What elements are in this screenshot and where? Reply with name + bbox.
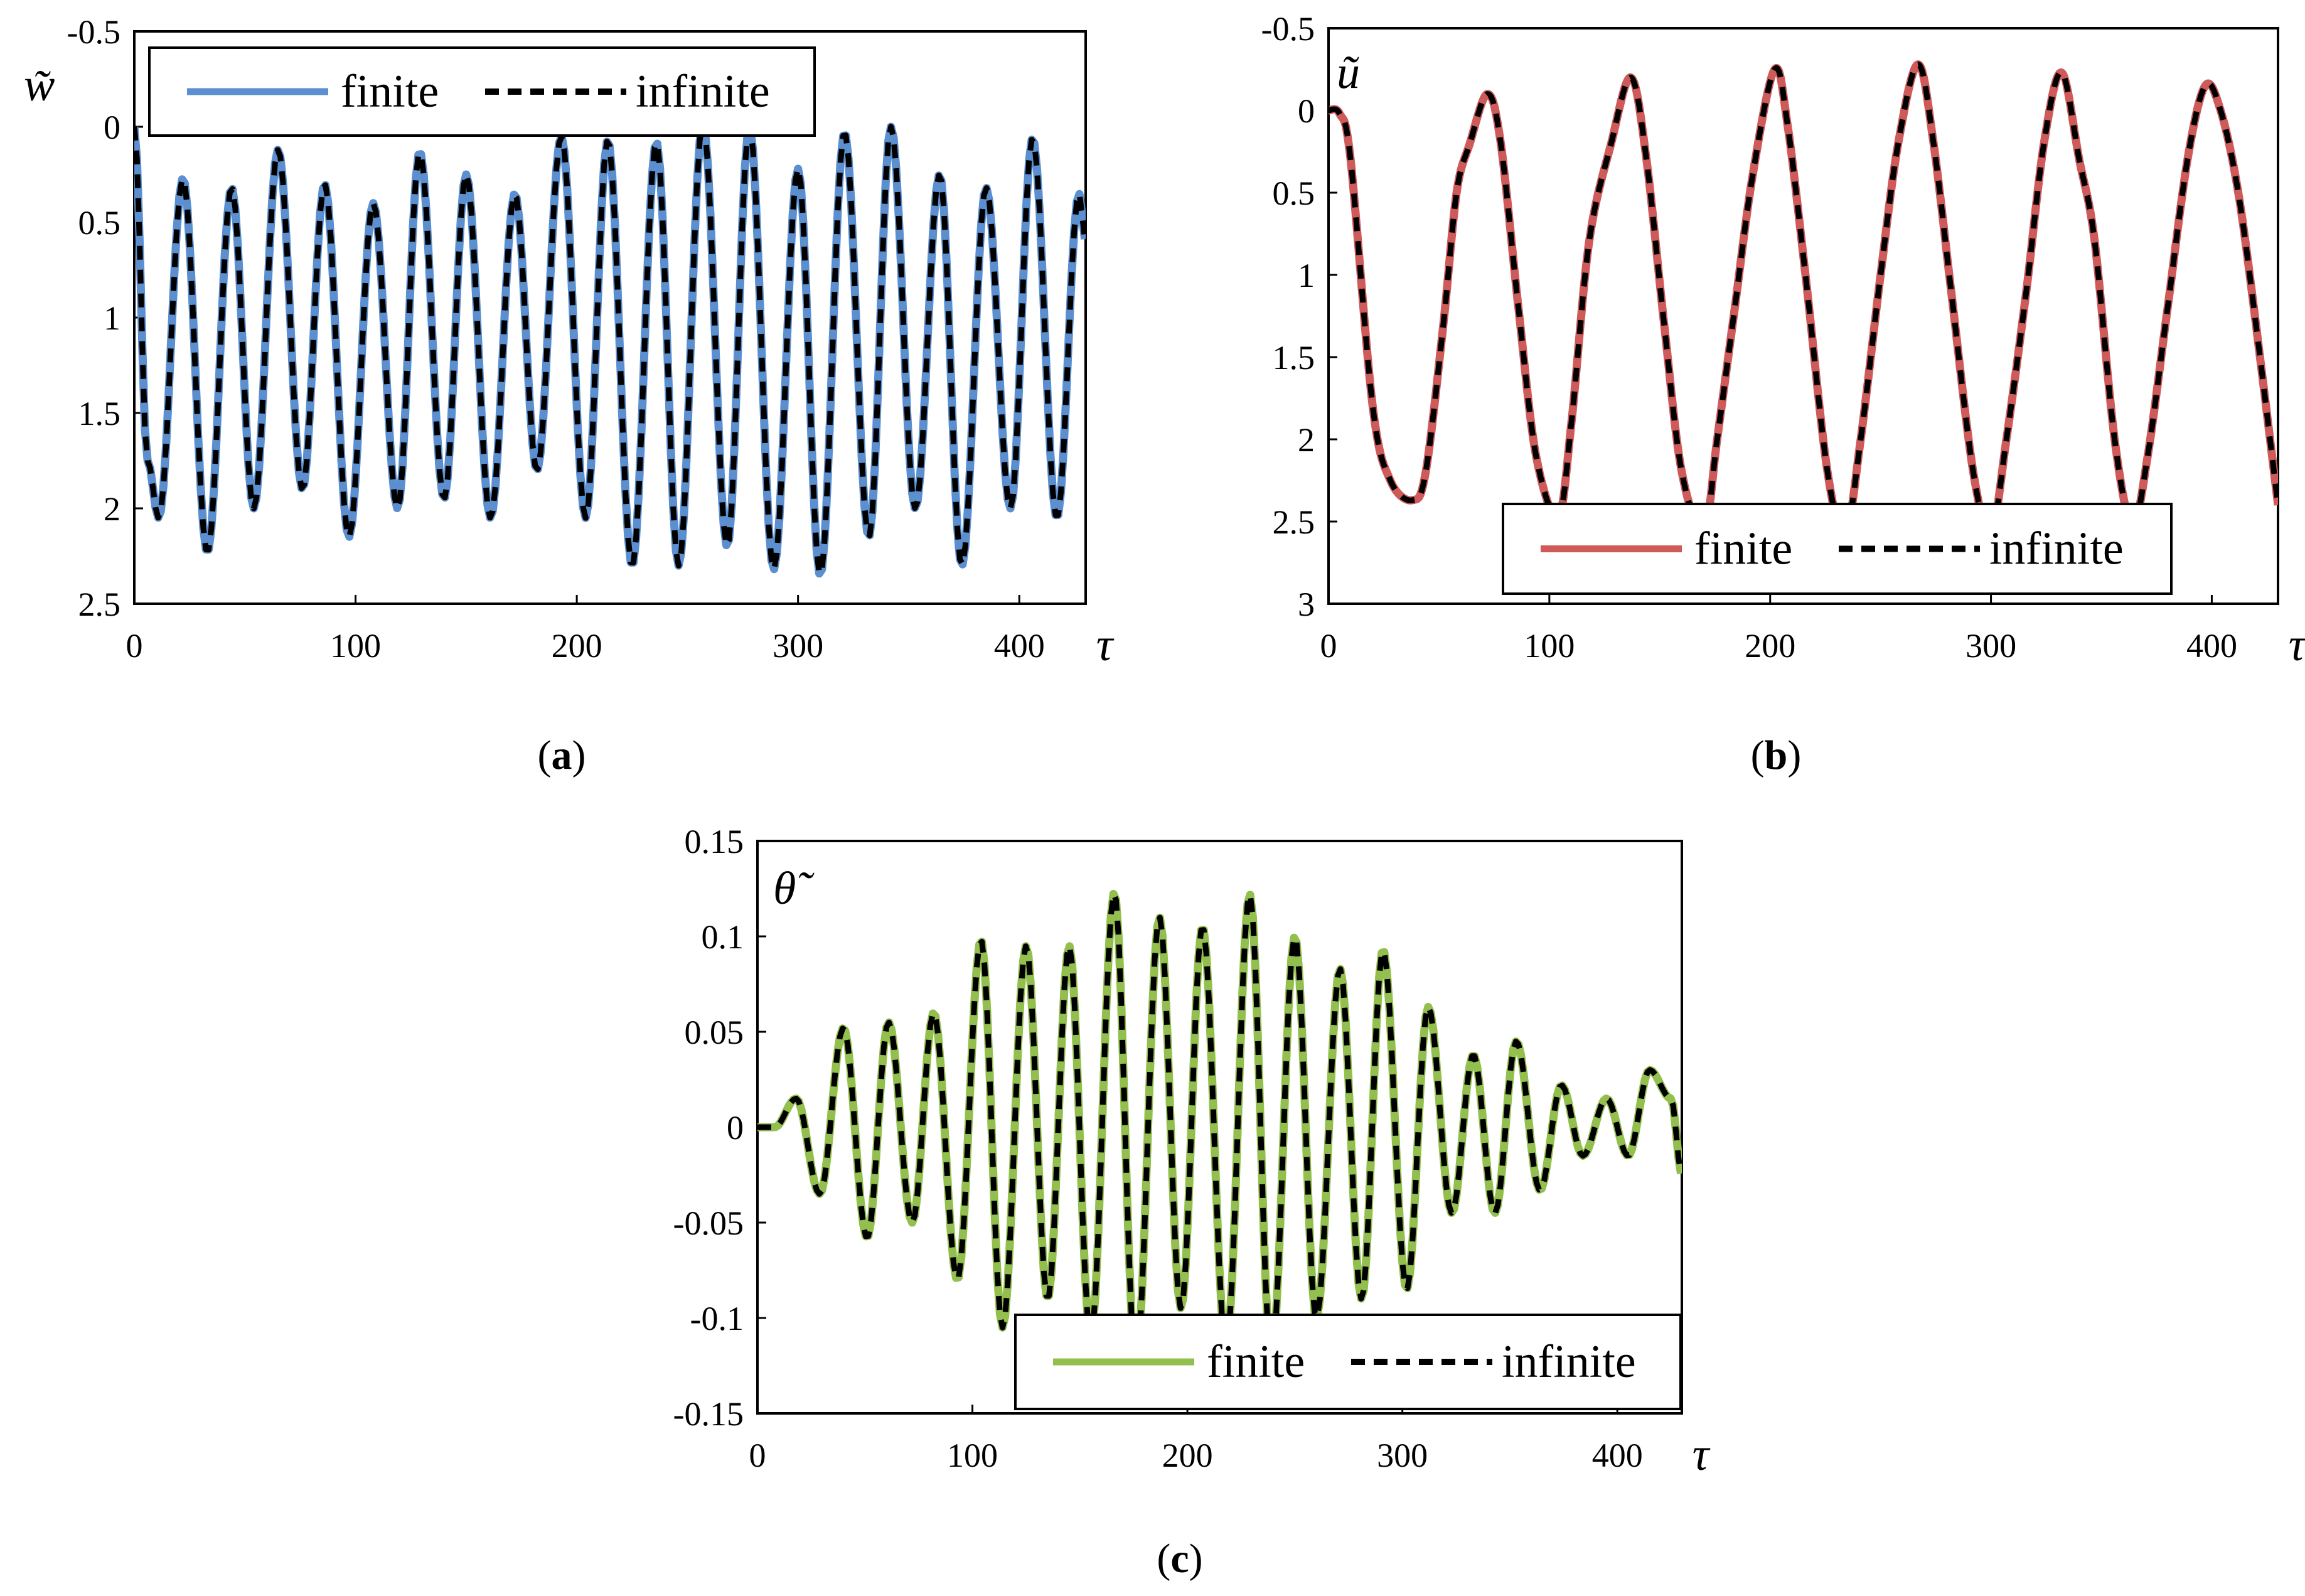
- x-tick-label: 400: [994, 627, 1045, 665]
- y-tick-label: 0: [104, 109, 120, 146]
- legend-infinite-label: infinite: [636, 66, 770, 117]
- y-tick-label: 2.5: [1273, 503, 1315, 541]
- x-tick-label: 0: [1320, 627, 1337, 665]
- panel-caption: (c): [1157, 1536, 1202, 1582]
- y-axis-label: ũ: [1337, 47, 1360, 99]
- y-tick-label: -0.15: [673, 1395, 744, 1433]
- legend-infinite-label: infinite: [1989, 523, 2124, 575]
- x-tick-label: 300: [1377, 1437, 1428, 1474]
- legend-finite-label: finite: [1207, 1336, 1305, 1388]
- x-axis-label: τ: [1096, 619, 1115, 671]
- y-tick-label: 2: [104, 490, 120, 528]
- x-tick-label: 200: [552, 627, 602, 665]
- x-tick-label: 400: [2186, 627, 2237, 665]
- series-infinite-line: [1329, 62, 2278, 537]
- y-tick-label: 0: [727, 1109, 744, 1147]
- y-axis-label: w̃: [24, 60, 55, 111]
- legend-infinite-label: infinite: [1502, 1336, 1636, 1388]
- x-axis-label: τ: [2289, 619, 2305, 671]
- x-tick-label: 100: [1524, 627, 1575, 665]
- y-tick-label: 1: [1298, 257, 1315, 294]
- x-tick-label: 0: [749, 1437, 766, 1474]
- y-tick-label: 1.5: [78, 395, 121, 432]
- x-tick-label: 300: [1965, 627, 2016, 665]
- x-tick-label: 0: [126, 627, 143, 665]
- y-tick-label: 0.5: [78, 204, 121, 242]
- y-tick-label: 0.05: [685, 1014, 744, 1051]
- panel-c-chart: 0.150.10.050-0.05-0.1-0.150 100 200 300 400 τ…: [673, 823, 1711, 1582]
- series-infinite-line: [757, 891, 1682, 1364]
- x-tick-label: 300: [773, 627, 823, 665]
- panel-a-chart: -0.500.511.522.50 100 200 300 400 τw̃ finite in…: [24, 13, 1115, 778]
- x-tick-label: 100: [330, 627, 381, 665]
- y-tick-label: 0.1: [702, 918, 744, 956]
- y-tick-label: 1: [104, 299, 120, 337]
- legend-finite-label: finite: [1694, 523, 1792, 575]
- x-tick-label: 200: [1745, 627, 1795, 665]
- x-tick-label: 400: [1592, 1437, 1643, 1474]
- legend-finite-label: finite: [341, 66, 439, 117]
- y-tick-label: 0.5: [1273, 174, 1315, 212]
- y-tick-label: -0.1: [690, 1300, 744, 1337]
- y-tick-label: 3: [1298, 586, 1315, 623]
- y-tick-label: 0: [1298, 92, 1315, 130]
- panel-caption: (a): [538, 732, 586, 778]
- y-tick-label: 2: [1298, 421, 1315, 459]
- x-axis-label: τ: [1693, 1429, 1711, 1481]
- series-infinite-line: [134, 121, 1086, 577]
- y-tick-label: 2.5: [78, 586, 121, 623]
- y-tick-label: -0.5: [67, 13, 120, 51]
- y-tick-label: 1.5: [1273, 339, 1315, 377]
- x-tick-label: 100: [947, 1437, 998, 1474]
- x-tick-label: 200: [1162, 1437, 1213, 1474]
- y-tick-label: 0.15: [685, 823, 744, 860]
- panel-caption: (b): [1751, 732, 1802, 778]
- y-tick-label: -0.05: [673, 1204, 744, 1242]
- y-tick-label: -0.5: [1261, 10, 1315, 48]
